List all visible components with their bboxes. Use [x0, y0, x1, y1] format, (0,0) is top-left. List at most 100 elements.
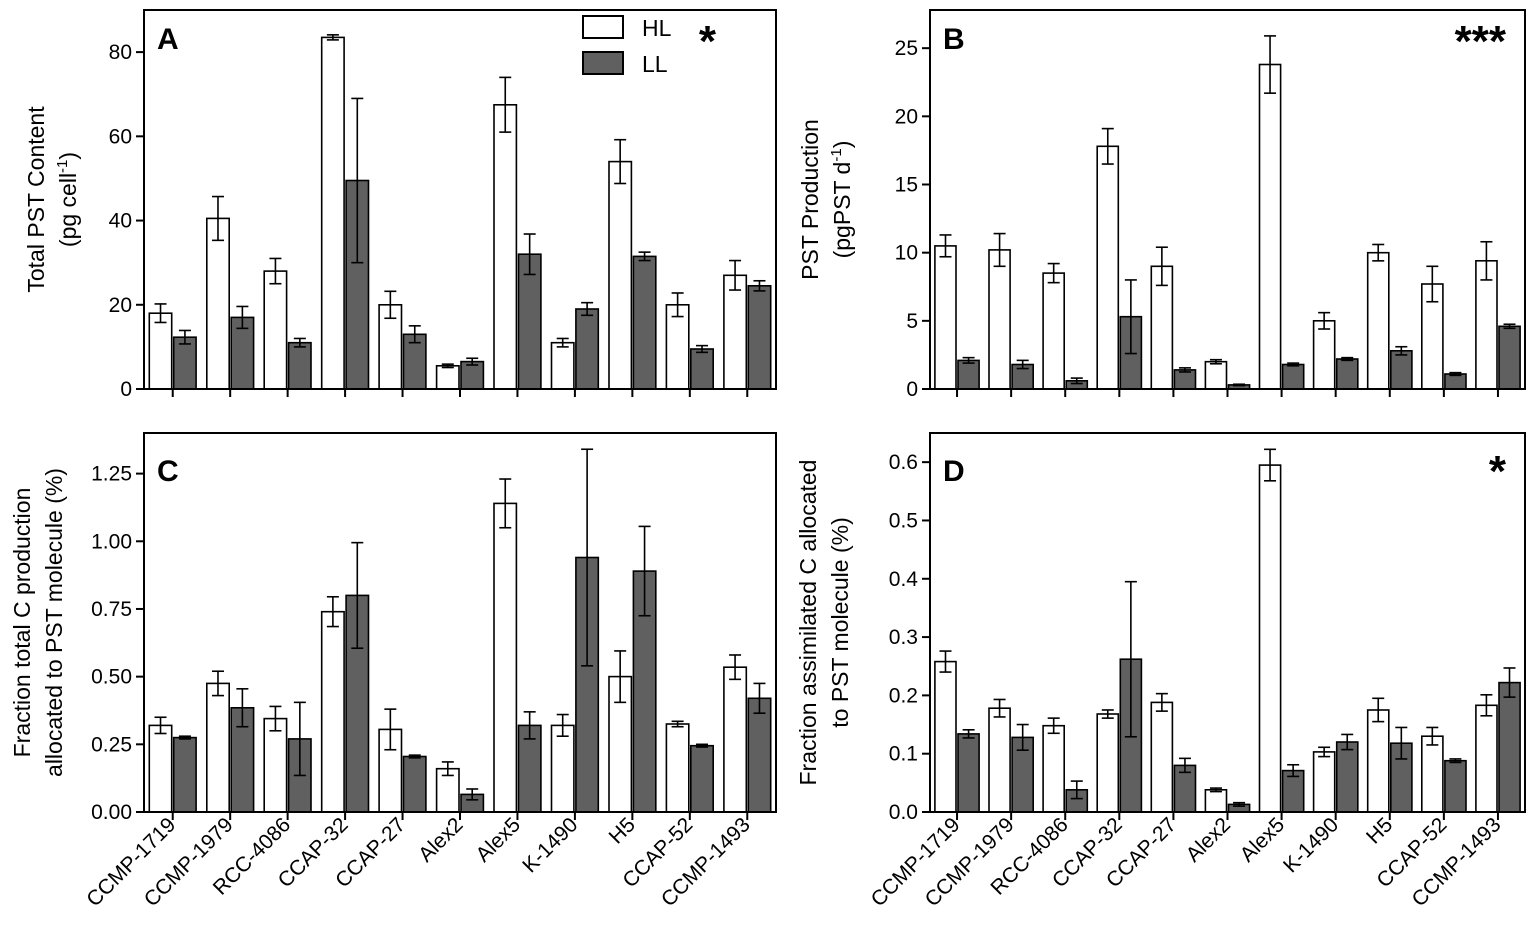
bar-hl-ccap-32 [1096, 713, 1120, 813]
errorbar-hl-ccap-32 [326, 595, 339, 628]
bar-hl-k-1490 [1312, 319, 1336, 390]
errorbar-ll-rcc-4086 [293, 701, 306, 777]
x-tick-label-alex2: Alex2 [1182, 813, 1235, 866]
errorbar-hl-ccap-32 [1101, 127, 1114, 165]
errorbar-ll-ccap-52 [696, 743, 709, 748]
bar-hl-ccmp-1979 [988, 249, 1011, 390]
y-axis-label-line2: (pgPST d-1) [828, 141, 855, 259]
errorbar-hl-alex5 [1264, 35, 1277, 94]
bar-hl-alex5 [493, 502, 518, 813]
bar-hl-rcc-4086 [1042, 724, 1065, 813]
errorbar-hl-alex5 [499, 76, 512, 133]
errorbar-ll-k-1490 [581, 448, 594, 667]
errorbar-hl-k-1490 [556, 337, 569, 348]
bar-hl-ccap-32 [320, 36, 345, 390]
errorbar-hl-ccmp-1979 [993, 232, 1006, 268]
y-tick-label: 0 [906, 378, 918, 401]
errorbar-ll-ccap-52 [1449, 758, 1462, 764]
y-tick-label: 1.00 [91, 530, 132, 553]
y-tick-label: 0 [120, 378, 132, 401]
errorbar-ll-ccap-27 [408, 754, 421, 759]
errorbar-hl-ccap-27 [1155, 692, 1168, 712]
errorbar-ll-h5 [1395, 345, 1408, 356]
bar-hl-ccmp-1493 [1475, 704, 1498, 813]
errorbar-ll-alex2 [466, 357, 479, 366]
bar-ll-k-1490 [1335, 358, 1359, 390]
bar-hl-ccap-52 [665, 303, 690, 390]
bar-hl-k-1490 [550, 724, 575, 813]
y-tick-label: 0.6 [889, 451, 918, 474]
bar-hl-ccmp-1979 [988, 707, 1011, 813]
errorbar-ll-ccmp-1979 [236, 688, 249, 728]
bar-ll-k-1490 [1335, 741, 1359, 813]
bar-ll-k-1490 [575, 308, 600, 390]
errorbar-ll-ccmp-1979 [236, 305, 249, 330]
errorbar-ll-ccmp-1979 [1016, 359, 1029, 370]
errorbar-ll-k-1490 [1341, 733, 1354, 751]
errorbar-ll-rcc-4086 [1070, 780, 1083, 800]
errorbar-ll-alex5 [523, 711, 536, 740]
errorbar-hl-ccap-32 [326, 34, 339, 41]
y-axis-label-line1: PST Production [797, 119, 823, 280]
bar-hl-ccmp-1719 [148, 312, 173, 390]
errorbar-hl-alex5 [499, 478, 512, 529]
errorbar-ll-ccmp-1719 [962, 728, 975, 739]
errorbar-ll-alex2 [1233, 801, 1246, 807]
bar-ll-ccap-52 [1444, 373, 1467, 390]
y-tick-label: 10 [895, 242, 918, 265]
errorbar-ll-k-1490 [1341, 356, 1354, 362]
bar-hl-alex5 [1258, 464, 1282, 813]
y-tick-label: 0.50 [91, 666, 132, 689]
errorbar-ll-alex5 [523, 233, 536, 276]
bar-ll-ccmp-1493 [1498, 325, 1521, 390]
bar-ll-ccmp-1719 [172, 336, 197, 390]
y-tick-label: 0.2 [889, 684, 918, 707]
errorbar-ll-ccmp-1719 [962, 356, 975, 364]
y-axis-label-unit: (pgPST d [829, 162, 855, 259]
y-tick-label: 60 [109, 125, 132, 148]
bar-hl-ccmp-1979 [206, 217, 231, 390]
y-axis-label-superscript: -1 [828, 148, 845, 161]
bar-ll-ccmp-1493 [1498, 681, 1521, 813]
errorbar-hl-alex2 [441, 363, 454, 369]
y-tick-label: 0.3 [889, 626, 918, 649]
errorbar-ll-ccap-27 [1178, 757, 1191, 774]
panel-c: 0.000.250.500.751.001.25CCMP-1719CCMP-19… [9, 432, 777, 911]
legend-swatch-hl [582, 15, 624, 39]
bar-hl-h5 [608, 160, 633, 390]
y-axis-label-unit: (pg cell [55, 173, 81, 247]
errorbar-hl-rcc-4086 [1047, 262, 1060, 284]
bar-ll-ccap-27 [402, 755, 427, 813]
x-tick-label-k-1490: K-1490 [1279, 813, 1343, 877]
errorbar-ll-ccap-52 [1449, 371, 1462, 377]
errorbar-hl-ccmp-1719 [939, 234, 952, 258]
errorbar-ll-ccap-27 [408, 325, 421, 344]
bar-hl-ccmp-1979 [206, 682, 231, 813]
errorbar-ll-h5 [638, 525, 651, 617]
y-axis-label-close: ) [55, 152, 81, 160]
errorbar-ll-ccmp-1493 [1503, 323, 1516, 330]
errorbar-ll-ccmp-1719 [178, 735, 191, 740]
bar-hl-ccmp-1493 [723, 274, 748, 390]
y-axis-label-close: ) [829, 141, 855, 149]
y-tick-label: 0.1 [889, 743, 918, 766]
bar-ll-ccap-52 [689, 744, 714, 813]
bar-ll-ccmp-1493 [747, 284, 772, 390]
x-tick-label-h5: H5 [605, 813, 640, 848]
y-tick-label: 1.25 [91, 463, 132, 486]
errorbar-hl-k-1490 [556, 713, 569, 738]
panel-b: 0 5 10 15 20 25 PST Production (pgPST d-1) B *** [797, 9, 1526, 401]
errorbar-hl-ccap-52 [1426, 265, 1439, 303]
errorbar-hl-h5 [1372, 243, 1385, 262]
bar-hl-ccap-32 [1096, 145, 1120, 390]
errorbar-hl-ccmp-1493 [1480, 694, 1493, 717]
errorbar-ll-k-1490 [581, 301, 594, 317]
errorbar-hl-ccap-32 [1101, 709, 1114, 719]
panel-letter: B [943, 23, 965, 56]
bar-hl-k-1490 [550, 341, 575, 390]
bar-hl-ccap-32 [320, 610, 345, 813]
y-tick-label: 0.5 [889, 509, 918, 532]
legend-label-ll: LL [642, 51, 668, 77]
errorbar-ll-ccmp-1979 [1016, 723, 1029, 751]
y-tick-label: 20 [109, 294, 132, 317]
